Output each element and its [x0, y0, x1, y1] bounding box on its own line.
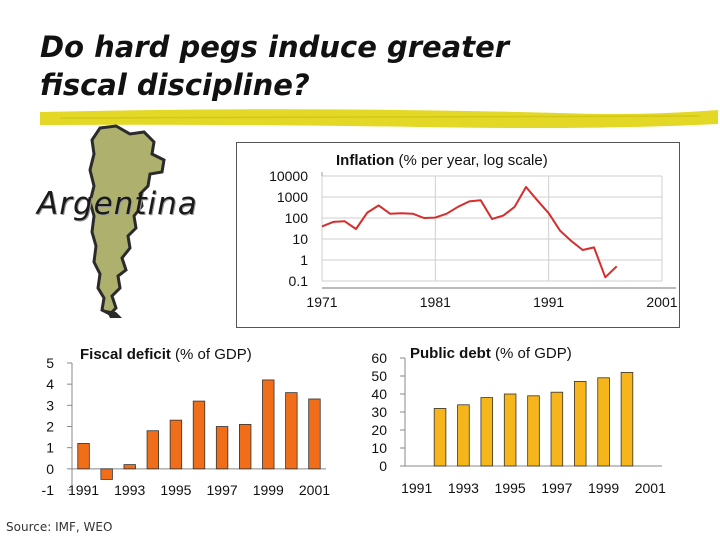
debt-bar [597, 377, 610, 467]
deficit-y-tick-label: 0 [46, 461, 54, 477]
debt-x-tick-label: 1991 [401, 480, 432, 496]
debt-title-suffix: (% of GDP) [495, 345, 572, 362]
inflation-series-line [321, 186, 618, 279]
inflation-x-tick-label: 2001 [646, 294, 677, 310]
inflation-chart-title: Inflation (% per year, log scale) [336, 152, 548, 169]
deficit-bar [215, 426, 229, 470]
deficit-bar [77, 443, 90, 470]
country-label: Argentina [37, 186, 198, 222]
debt-y-tick-label: 30 [371, 404, 387, 420]
inflation-y-tick-label: 0.1 [289, 273, 309, 289]
debt-chart-title: Public debt (% of GDP) [410, 345, 572, 362]
inflation-y-tick-label: 100 [285, 210, 309, 226]
inflation-x-tick-label: 1981 [420, 294, 451, 310]
inflation-y-tick-label: 10 [292, 231, 308, 247]
deficit-x-tick-label: 1997 [207, 482, 238, 498]
debt-y-tick-label: 40 [371, 386, 387, 402]
debt-bar [550, 391, 564, 467]
deficit-y-tick-label: 2 [46, 419, 54, 435]
debt-bar [480, 397, 494, 467]
slide-title: Do hard pegs induce greater fiscal disci… [40, 30, 510, 102]
deficit-y-tick-label: 5 [46, 355, 54, 371]
title-underline [40, 109, 718, 128]
deficit-bar [100, 468, 113, 480]
deficit-y-tick-label: -1 [42, 482, 55, 498]
deficit-x-tick-label: 1995 [160, 482, 191, 498]
debt-title-main: Public debt [410, 345, 491, 362]
debt-x-tick-label: 1995 [495, 480, 526, 496]
debt-bar [527, 395, 540, 467]
debt-bar [620, 371, 634, 467]
source-note: Source: IMF, WEO [6, 520, 113, 534]
deficit-bar [239, 423, 252, 470]
debt-bar [573, 380, 587, 467]
deficit-bar [192, 400, 206, 470]
deficit-title-main: Fiscal deficit [80, 346, 171, 363]
argentina-map-icon [88, 124, 166, 318]
debt-y-tick-label: 50 [371, 368, 387, 384]
inflation-title-suffix: (% per year, log scale) [398, 152, 548, 169]
deficit-x-tick-label: 1991 [68, 482, 99, 498]
deficit-y-tick-label: 3 [46, 397, 54, 413]
inflation-y-tick-label: 10000 [269, 168, 308, 184]
deficit-x-tick-label: 1993 [114, 482, 145, 498]
debt-y-tick-label: 20 [371, 422, 387, 438]
inflation-x-tick-label: 1991 [533, 294, 564, 310]
debt-y-tick-label: 0 [379, 458, 387, 474]
deficit-y-tick-label: 1 [46, 440, 54, 456]
inflation-chart-frame [236, 142, 680, 328]
inflation-x-tick-label: 1971 [306, 294, 337, 310]
debt-bar [457, 404, 470, 467]
debt-bar [503, 393, 517, 467]
deficit-bar [262, 379, 275, 470]
inflation-y-tick-label: 1 [300, 252, 308, 268]
inflation-title-main: Inflation [336, 152, 395, 169]
debt-x-tick-label: 1997 [541, 480, 572, 496]
debt-y-tick-label: 60 [371, 350, 387, 366]
debt-y-tick-label: 10 [371, 440, 387, 456]
deficit-x-tick-label: 2001 [299, 482, 330, 498]
deficit-x-tick-label: 1999 [253, 482, 284, 498]
deficit-bar [123, 464, 136, 470]
deficit-bar [308, 398, 321, 470]
deficit-title-suffix: (% of GDP) [175, 346, 252, 363]
deficit-y-tick-label: 4 [46, 376, 54, 392]
deficit-chart-title: Fiscal deficit (% of GDP) [80, 346, 252, 363]
deficit-bar [146, 430, 159, 470]
inflation-y-tick-label: 1000 [277, 189, 308, 205]
deficit-bar [169, 419, 183, 470]
debt-x-tick-label: 1999 [588, 480, 619, 496]
debt-bar [433, 407, 447, 467]
debt-x-tick-label: 1993 [448, 480, 479, 496]
debt-x-tick-label: 2001 [635, 480, 666, 496]
deficit-bar [285, 392, 298, 470]
